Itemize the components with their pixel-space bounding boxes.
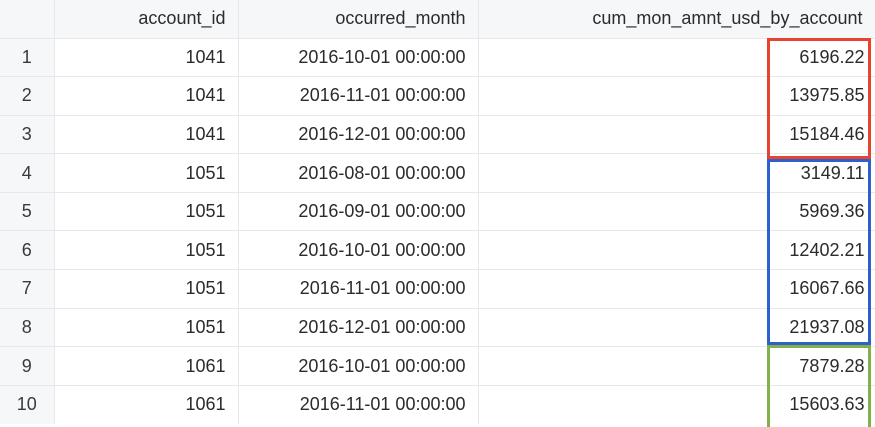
table-row[interactable]: 10 1061 2016-11-01 00:00:00 15603.63	[0, 384, 875, 424]
table-row[interactable]: 3 1041 2016-12-01 00:00:00 15184.46	[0, 114, 875, 154]
table-row[interactable]: 5 1051 2016-09-01 00:00:00 5969.36	[0, 191, 875, 231]
cell-account-id[interactable]: 1051	[54, 230, 239, 270]
table-row[interactable]: 4 1051 2016-08-01 00:00:00 3149.11	[0, 153, 875, 193]
table-row[interactable]: 8 1051 2016-12-01 00:00:00 21937.08	[0, 307, 875, 347]
cell-account-id[interactable]: 1061	[54, 384, 239, 424]
cell-occurred-month[interactable]: 2016-11-01 00:00:00	[238, 269, 479, 309]
cell-cum-amount[interactable]: 3149.11	[478, 153, 875, 193]
cell-account-id[interactable]: 1051	[54, 191, 239, 231]
row-index: 3	[0, 114, 55, 154]
cell-cum-amount[interactable]: 21937.08	[478, 307, 875, 347]
header-account-id[interactable]: account_id	[54, 0, 239, 38]
cell-account-id[interactable]: 1051	[54, 269, 239, 309]
table-row[interactable]: 7 1051 2016-11-01 00:00:00 16067.66	[0, 269, 875, 309]
cell-cum-amount[interactable]: 6196.22	[478, 37, 875, 77]
cell-cum-amount[interactable]: 5969.36	[478, 191, 875, 231]
cell-occurred-month[interactable]: 2016-10-01 00:00:00	[238, 346, 479, 386]
table-row[interactable]: 2 1041 2016-11-01 00:00:00 13975.85	[0, 76, 875, 116]
cell-account-id[interactable]: 1041	[54, 114, 239, 154]
row-index: 1	[0, 37, 55, 77]
row-index: 2	[0, 76, 55, 116]
cell-account-id[interactable]: 1041	[54, 76, 239, 116]
cell-occurred-month[interactable]: 2016-10-01 00:00:00	[238, 230, 479, 270]
cell-occurred-month[interactable]: 2016-08-01 00:00:00	[238, 153, 479, 193]
row-index: 6	[0, 230, 55, 270]
row-index: 7	[0, 269, 55, 309]
cell-cum-amount[interactable]: 13975.85	[478, 76, 875, 116]
header-index	[0, 0, 55, 38]
row-index: 5	[0, 191, 55, 231]
cell-occurred-month[interactable]: 2016-10-01 00:00:00	[238, 37, 479, 77]
header-cum-amount[interactable]: cum_mon_amnt_usd_by_account	[478, 0, 875, 38]
table-row[interactable]: 9 1061 2016-10-01 00:00:00 7879.28	[0, 346, 875, 386]
row-index: 4	[0, 153, 55, 193]
cell-cum-amount[interactable]: 7879.28	[478, 346, 875, 386]
table-row[interactable]: 6 1051 2016-10-01 00:00:00 12402.21	[0, 230, 875, 270]
header-occurred-month[interactable]: occurred_month	[238, 0, 479, 38]
cell-account-id[interactable]: 1051	[54, 153, 239, 193]
row-index: 8	[0, 307, 55, 347]
cell-occurred-month[interactable]: 2016-12-01 00:00:00	[238, 114, 479, 154]
cell-occurred-month[interactable]: 2016-12-01 00:00:00	[238, 307, 479, 347]
table-row[interactable]: 1 1041 2016-10-01 00:00:00 6196.22	[0, 37, 875, 77]
cell-account-id[interactable]: 1041	[54, 37, 239, 77]
cell-occurred-month[interactable]: 2016-09-01 00:00:00	[238, 191, 479, 231]
row-index: 9	[0, 346, 55, 386]
cell-occurred-month[interactable]: 2016-11-01 00:00:00	[238, 384, 479, 424]
cell-account-id[interactable]: 1051	[54, 307, 239, 347]
cell-account-id[interactable]: 1061	[54, 346, 239, 386]
cell-occurred-month[interactable]: 2016-11-01 00:00:00	[238, 76, 479, 116]
cell-cum-amount[interactable]: 15603.63	[478, 384, 875, 424]
cell-cum-amount[interactable]: 16067.66	[478, 269, 875, 309]
header-row: account_id occurred_month cum_mon_amnt_u…	[0, 0, 875, 38]
row-index: 10	[0, 384, 55, 424]
cell-cum-amount[interactable]: 15184.46	[478, 114, 875, 154]
cell-cum-amount[interactable]: 12402.21	[478, 230, 875, 270]
